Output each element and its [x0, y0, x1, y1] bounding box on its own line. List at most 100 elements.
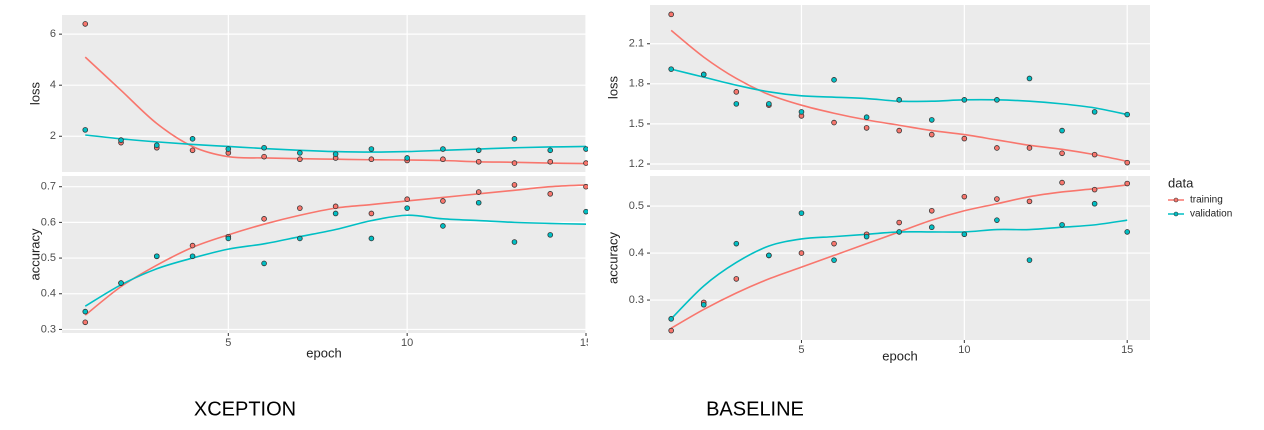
- panel-background: [650, 176, 1150, 340]
- y-tick-label: 0.7: [41, 181, 56, 193]
- point: [798, 210, 805, 216]
- point: [368, 210, 375, 217]
- point: [896, 219, 902, 226]
- point: [1026, 145, 1033, 151]
- point: [798, 109, 805, 115]
- point: [583, 160, 588, 166]
- point: [733, 101, 740, 107]
- point: [700, 301, 707, 308]
- smooth-line: [670, 29, 1128, 163]
- point: [1059, 222, 1065, 228]
- y-axis-label: loss: [605, 75, 620, 99]
- chart: 2 4 6 loss 0.3 0.4 0.5 0.6 0.7 accuracy 5 10 15 epoch: [27, 15, 588, 360]
- point: [994, 217, 1000, 223]
- point: [994, 196, 1000, 202]
- point: [153, 142, 160, 148]
- legend-label: training: [1190, 195, 1223, 206]
- point: [1091, 109, 1098, 115]
- x-tick-label: 15: [1121, 344, 1133, 356]
- point: [1026, 257, 1033, 263]
- point: [368, 235, 375, 242]
- caption: BASELINE: [706, 398, 804, 420]
- point: [547, 232, 554, 238]
- point: [511, 239, 518, 245]
- point: [668, 11, 674, 18]
- point: [583, 208, 588, 215]
- y-axis-label: loss: [27, 81, 42, 105]
- point: [368, 146, 375, 152]
- y-tick-label: 0.4: [41, 288, 56, 300]
- point: [82, 127, 89, 133]
- y-tick-label: 6: [50, 28, 56, 40]
- point: [668, 327, 674, 334]
- point: [928, 224, 935, 231]
- point: [547, 158, 554, 165]
- point: [547, 191, 554, 197]
- point: [1091, 186, 1098, 193]
- point: [766, 252, 772, 259]
- point: [225, 235, 232, 242]
- point: [297, 235, 303, 242]
- point: [153, 253, 160, 260]
- smooth-line: [84, 214, 587, 307]
- point: [928, 131, 935, 138]
- y-tick-label: 2: [50, 130, 56, 142]
- y-tick-label: 0.3: [629, 294, 644, 306]
- point: [928, 117, 935, 123]
- panel-background: [62, 15, 586, 172]
- point: [547, 147, 554, 154]
- point: [583, 183, 588, 190]
- point: [831, 77, 837, 83]
- point: [961, 135, 968, 142]
- chart: 1.2 1.5 1.8 2.1 loss 0.3 0.4 0.5 accuracy 5 10 15 ep…: [605, 5, 1150, 363]
- point: [1059, 150, 1065, 157]
- point: [1124, 111, 1130, 118]
- point: [261, 260, 267, 267]
- point: [440, 198, 446, 204]
- y-tick-label: 1.2: [629, 158, 644, 170]
- point: [368, 156, 375, 163]
- x-tick-label: 10: [401, 337, 413, 349]
- x-tick-label: 10: [958, 344, 970, 356]
- point: [225, 146, 232, 152]
- point: [994, 145, 1000, 151]
- point: [863, 114, 870, 121]
- point: [668, 316, 674, 322]
- point: [404, 205, 410, 211]
- point: [1026, 198, 1033, 205]
- point: [733, 89, 740, 95]
- point: [1059, 127, 1065, 134]
- point: [1091, 151, 1098, 158]
- point: [961, 231, 968, 238]
- point: [961, 97, 968, 103]
- point: [440, 223, 446, 229]
- point: [475, 147, 482, 154]
- y-tick-label: 0.3: [41, 323, 56, 335]
- point: [189, 242, 196, 249]
- point: [440, 146, 446, 152]
- x-tick-label: 5: [798, 344, 804, 356]
- point: [118, 137, 124, 143]
- x-axis-label: epoch: [306, 345, 341, 360]
- point: [475, 158, 482, 165]
- y-tick-label: 1.8: [629, 78, 644, 90]
- point: [831, 257, 837, 263]
- point: [189, 147, 196, 154]
- point: [831, 240, 837, 247]
- point: [1124, 229, 1130, 235]
- y-axis-label: accuracy: [27, 228, 42, 281]
- point: [404, 155, 410, 161]
- y-tick-label: 0.5: [629, 200, 644, 212]
- panel-background: [62, 176, 586, 333]
- point: [1124, 180, 1130, 187]
- point: [766, 101, 772, 107]
- y-tick-label: 0.4: [629, 247, 644, 259]
- point: [511, 160, 518, 166]
- point: [440, 156, 446, 163]
- y-tick-label: 1.5: [629, 118, 644, 130]
- x-axis-label: epoch: [882, 348, 917, 363]
- point: [475, 199, 482, 206]
- panel-background: [650, 5, 1150, 170]
- point: [511, 182, 518, 188]
